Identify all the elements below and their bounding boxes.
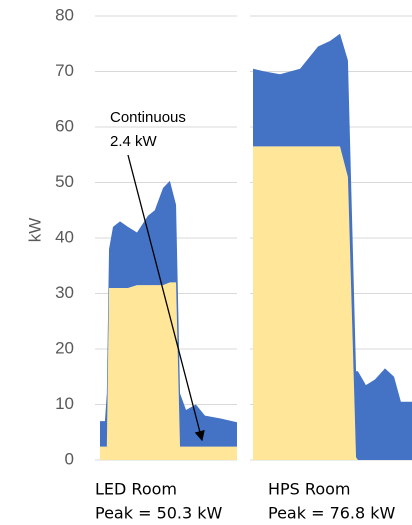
- y-tick-label: 60: [55, 116, 74, 135]
- area: [253, 146, 412, 461]
- panel-title: HPS Room: [268, 480, 350, 499]
- annotation-arrow: [127, 154, 205, 442]
- area: [253, 33, 412, 460]
- panel-peak: Peak = 76.8 kW: [268, 504, 396, 523]
- y-tick-label: 20: [55, 338, 74, 357]
- y-tick-label: 70: [55, 61, 74, 80]
- y-axis-label: kW: [25, 218, 44, 243]
- y-tick-label: 80: [55, 5, 74, 24]
- panel-peak: Peak = 50.3 kW: [95, 504, 223, 523]
- area: [100, 282, 237, 460]
- area: [100, 180, 237, 447]
- y-tick-label: 30: [55, 283, 74, 302]
- y-tick-label: 10: [55, 394, 74, 413]
- annotation: Continuous: [110, 109, 186, 126]
- y-tick-label: 50: [55, 172, 74, 191]
- y-tick-label: 40: [55, 227, 74, 246]
- y-tick-label: 0: [65, 449, 74, 468]
- panel-title: LED Room: [95, 480, 177, 499]
- annotation: 2.4 kW: [110, 133, 158, 150]
